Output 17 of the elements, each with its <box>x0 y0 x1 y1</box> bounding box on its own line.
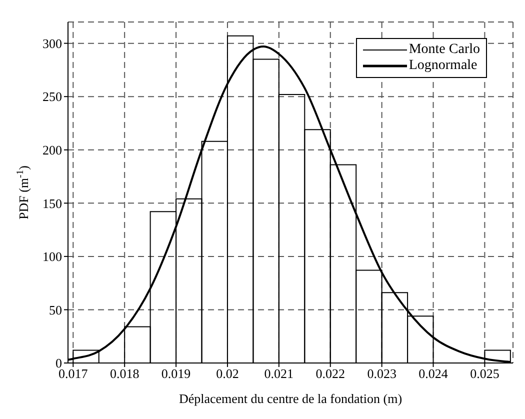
y-tick-label: 100 <box>42 249 62 264</box>
x-tick-label: 0.025 <box>470 366 500 382</box>
x-tick-label: 0.024 <box>418 366 448 382</box>
y-tick-label: 300 <box>42 36 62 51</box>
x-tick-label: 0.02 <box>216 366 239 382</box>
x-tick-label: 0.019 <box>161 366 191 382</box>
legend-label: Monte Carlo <box>408 42 480 58</box>
x-tick-label: 0.018 <box>110 366 140 382</box>
y-tick-label: 150 <box>42 196 62 211</box>
legend-label: Lognormale <box>408 58 478 74</box>
x-tick-label: 0.023 <box>367 366 396 382</box>
y-tick-label: 50 <box>49 302 62 318</box>
x-tick-label: 0.021 <box>264 366 294 382</box>
x-tick-label: 0.022 <box>316 366 345 382</box>
x-axis-title: Déplacement du centre de la fondation (m) <box>178 391 402 406</box>
y-tick-label: 250 <box>42 89 62 104</box>
y-tick-label: 200 <box>42 142 62 158</box>
